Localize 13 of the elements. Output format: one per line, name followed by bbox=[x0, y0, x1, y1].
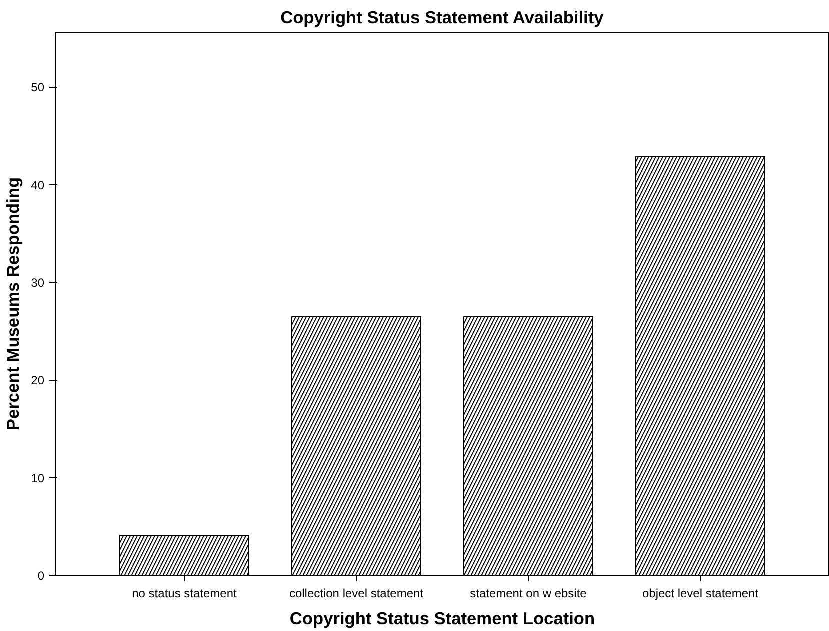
y-tick-label: 30 bbox=[31, 276, 45, 290]
x-axis-title: Copyright Status Statement Location bbox=[290, 608, 596, 628]
chart-title: Copyright Status Statement Availability bbox=[280, 8, 604, 28]
x-tick-label: object level statement bbox=[642, 586, 760, 600]
x-tick-label: no status statement bbox=[132, 586, 238, 600]
x-tick-label: collection level statement bbox=[289, 586, 424, 600]
y-tick-label: 0 bbox=[38, 569, 45, 583]
y-tick-label: 20 bbox=[31, 374, 45, 388]
y-tick-label: 40 bbox=[31, 178, 45, 192]
y-tick-label: 10 bbox=[31, 471, 45, 486]
y-axis-title: Percent Museums Responding bbox=[3, 177, 24, 431]
x-tick-label: statement on w ebsite bbox=[470, 586, 588, 600]
y-tick-label: 50 bbox=[31, 80, 45, 95]
